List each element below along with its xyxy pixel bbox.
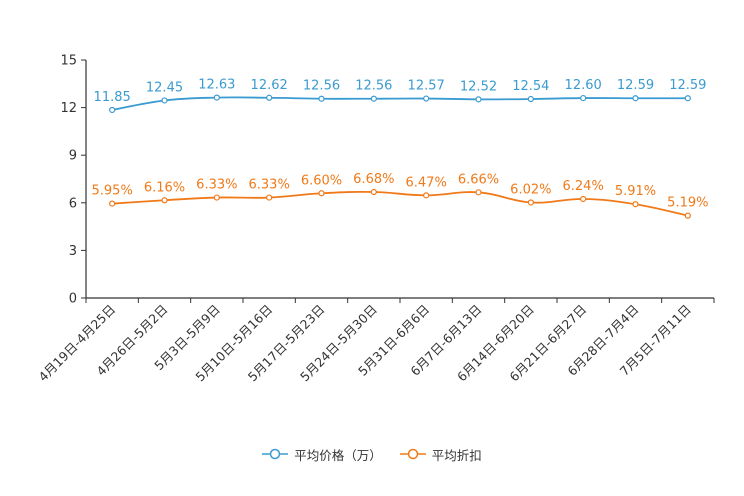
- data-label: 6.24%: [563, 179, 604, 194]
- data-label: 5.19%: [667, 196, 708, 211]
- legend-marker-discount-icon: [399, 448, 426, 460]
- data-label: 6.66%: [458, 172, 499, 187]
- data-point[interactable]: [684, 95, 691, 102]
- data-point[interactable]: [109, 200, 116, 207]
- data-labels: 11.85 12.45 12.63 12.62 12.56 12.56 12.57 12.52…: [92, 78, 709, 211]
- axes: [85, 60, 714, 299]
- data-point[interactable]: [266, 94, 273, 101]
- series-layer: [109, 94, 691, 219]
- data-label: 6.16%: [144, 180, 185, 195]
- data-point[interactable]: [318, 95, 325, 102]
- y-tick-label: 3: [69, 244, 77, 259]
- data-point[interactable]: [475, 96, 482, 103]
- series-line-0: [112, 96, 688, 111]
- data-point[interactable]: [684, 212, 691, 219]
- data-point[interactable]: [423, 95, 430, 102]
- data-label: 12.45: [146, 80, 183, 95]
- data-label: 6.02%: [510, 182, 551, 197]
- data-point[interactable]: [213, 194, 220, 201]
- data-point[interactable]: [213, 94, 220, 101]
- data-label: 12.59: [669, 78, 706, 93]
- data-point[interactable]: [475, 189, 482, 196]
- data-label: 12.60: [565, 78, 602, 93]
- data-point[interactable]: [370, 95, 377, 102]
- data-point[interactable]: [527, 95, 534, 103]
- data-label: 12.54: [512, 79, 549, 94]
- y-tick-label: 0: [69, 292, 77, 307]
- data-label: 12.62: [251, 78, 288, 93]
- data-label: 12.52: [460, 79, 497, 94]
- y-tick-label: 9: [69, 149, 77, 164]
- data-point[interactable]: [109, 106, 116, 114]
- data-point[interactable]: [527, 199, 534, 206]
- legend-label-price: 平均价格（万）: [294, 447, 382, 463]
- data-label: 12.63: [198, 78, 235, 93]
- data-point[interactable]: [580, 195, 587, 203]
- data-point[interactable]: [370, 188, 377, 196]
- y-tick-label: 6: [69, 196, 77, 211]
- data-label: 6.33%: [196, 178, 237, 193]
- data-point[interactable]: [161, 97, 168, 104]
- legend-item-discount[interactable]: 平均折扣: [399, 445, 482, 464]
- data-label: 6.68%: [353, 172, 394, 187]
- data-point[interactable]: [161, 197, 168, 204]
- legend: 平均价格（万） 平均折扣: [0, 444, 744, 464]
- data-point[interactable]: [423, 192, 430, 199]
- y-axis-ticks: 0 3 6 9 12 15: [60, 54, 86, 307]
- data-label: 6.47%: [406, 175, 447, 190]
- data-label: 11.85: [94, 90, 131, 105]
- data-label: 5.91%: [615, 184, 656, 199]
- series-line-1: [112, 190, 689, 217]
- legend-item-price[interactable]: 平均价格（万）: [262, 445, 382, 464]
- data-label: 6.60%: [301, 173, 342, 188]
- legend-marker-price-icon: [262, 448, 289, 460]
- y-tick-label: 12: [60, 101, 77, 116]
- x-axis-ticks: 4月19日-4月25日4月26日-5月2日5月3日-5月9日5月10日-5月16…: [35, 298, 715, 384]
- y-tick-label: 15: [60, 54, 77, 69]
- data-label: 12.57: [408, 79, 445, 94]
- data-point[interactable]: [580, 94, 587, 102]
- data-label: 12.56: [355, 79, 392, 94]
- data-label: 12.56: [303, 79, 340, 94]
- data-label: 6.33%: [249, 178, 290, 193]
- data-point[interactable]: [632, 201, 639, 208]
- legend-label-discount: 平均折扣: [431, 447, 482, 463]
- data-label: 5.95%: [92, 184, 133, 199]
- data-point[interactable]: [266, 194, 273, 201]
- data-point[interactable]: [318, 190, 325, 197]
- data-point[interactable]: [632, 95, 639, 102]
- data-label: 12.59: [617, 78, 654, 93]
